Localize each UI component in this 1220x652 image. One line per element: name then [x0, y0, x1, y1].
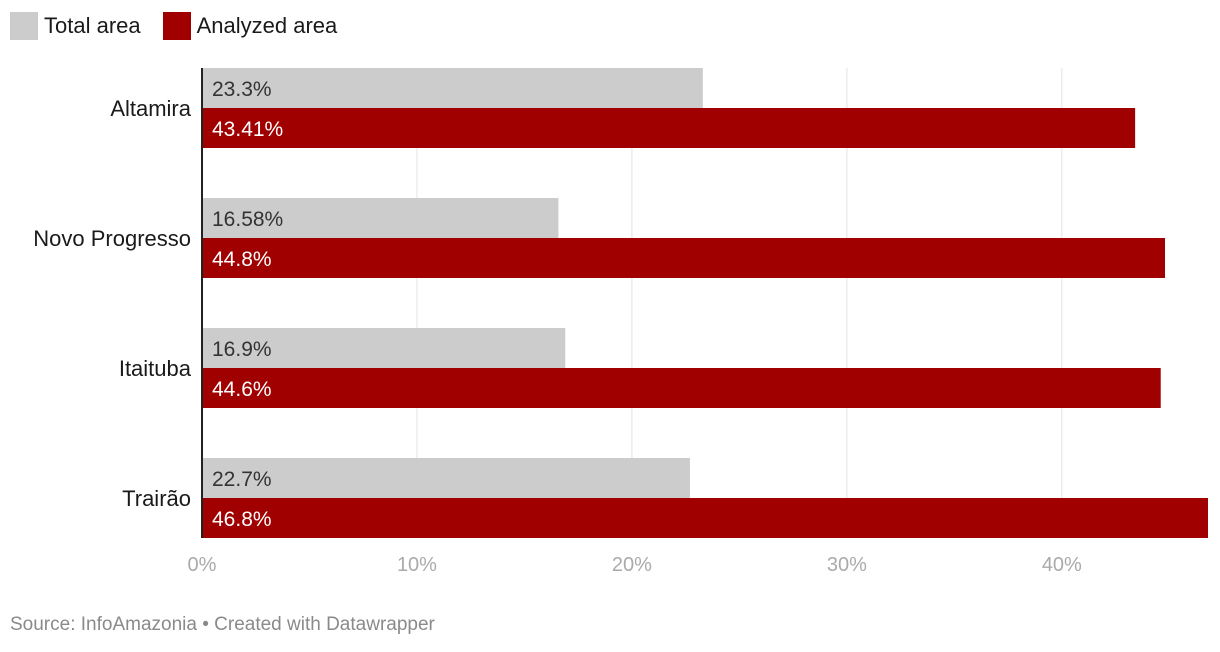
data-label-total-area: 16.9% [212, 338, 272, 361]
category-label: Novo Progresso [33, 226, 191, 251]
bar-chart: 0% 10% 20% 30% 40% Altamira 23.3% 43.41% Novo Pr… [33, 68, 1208, 576]
data-label-analyzed-area: 43.41% [212, 118, 283, 141]
x-tick-label-0: 0% [188, 554, 217, 576]
legend-item-analyzed-area: Analyzed area [162, 12, 338, 40]
data-label-total-area: 22.7% [212, 468, 272, 491]
bar-total-area [202, 458, 690, 498]
bar-analyzed-area [202, 498, 1208, 538]
data-label-total-area: 23.3% [212, 78, 272, 101]
legend-item-total-area: Total area [10, 12, 141, 40]
legend-label-total-area: Total area [44, 13, 141, 38]
data-label-analyzed-area: 44.8% [212, 248, 272, 271]
data-label-total-area: 16.58% [212, 208, 283, 231]
data-label-analyzed-area: 44.6% [212, 378, 272, 401]
x-tick-label-30: 30% [827, 554, 867, 576]
source-note: Source: InfoAmazonia • Created with Data… [10, 614, 435, 635]
bar-analyzed-area [202, 108, 1136, 148]
category-label: Itaituba [119, 356, 192, 381]
legend: Total area Analyzed area [10, 12, 359, 40]
data-label-analyzed-area: 46.8% [212, 508, 272, 531]
bar-total-area [202, 68, 703, 108]
bar-total-area [202, 198, 559, 238]
bar-total-area [202, 328, 566, 368]
bar-analyzed-area [202, 368, 1161, 408]
legend-label-analyzed-area: Analyzed area [196, 13, 338, 38]
x-tick-label-40: 40% [1042, 554, 1082, 576]
bar-analyzed-area [202, 238, 1166, 278]
category-label: Trairão [122, 486, 191, 511]
legend-swatch-analyzed-area [162, 12, 191, 40]
x-tick-label-20: 20% [612, 554, 652, 576]
legend-swatch-total-area [10, 12, 38, 40]
category-label: Altamira [110, 96, 191, 121]
x-tick-label-10: 10% [397, 554, 437, 576]
